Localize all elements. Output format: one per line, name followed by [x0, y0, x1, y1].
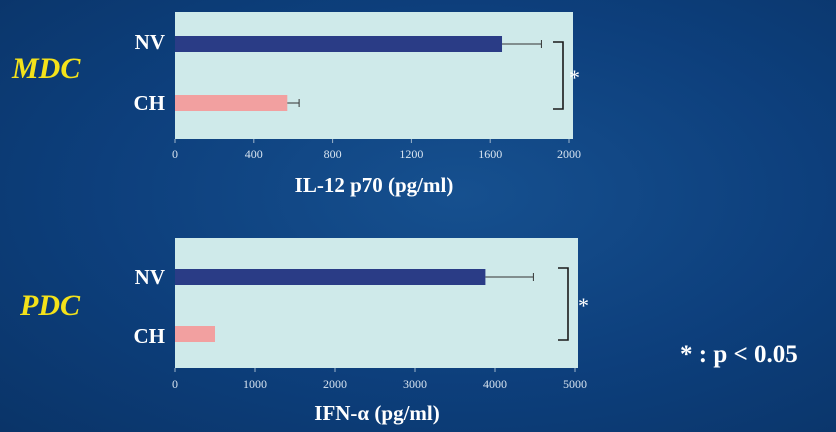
- x-axis-title-2: IFN-α (pg/ml): [314, 401, 439, 425]
- significance-star-1: *: [569, 65, 580, 90]
- bar-ch-1: [175, 95, 288, 111]
- tick-label: 2000: [557, 147, 581, 161]
- chart-panel-mdc: MDC NV CH 0 400 800 1200 1600 2000 * IL-12 p7…: [11, 12, 581, 197]
- tick-label: 800: [324, 147, 342, 161]
- bar-nv-2: [175, 269, 486, 285]
- tick-label: 3000: [403, 377, 427, 391]
- category-label-nv-2: NV: [135, 265, 165, 289]
- group-label-mdc: MDC: [11, 52, 81, 85]
- significance-bracket-1: [553, 41, 564, 110]
- x-axis-title-1: IL-12 p70 (pg/ml): [295, 173, 454, 197]
- tick-label: 1000: [243, 377, 267, 391]
- tick-label: 400: [245, 147, 263, 161]
- tick-label: 0: [172, 147, 178, 161]
- significance-footnote: * : p < 0.05: [680, 341, 798, 368]
- category-label-nv-1: NV: [135, 30, 165, 54]
- group-label-pdc: PDC: [19, 289, 81, 322]
- category-label-ch-2: CH: [134, 324, 166, 348]
- tick-label: 1200: [399, 147, 423, 161]
- chart-panel-pdc: PDC NV CH 0 1000 2000 3000 4000 5000 * IFN-α …: [19, 238, 589, 425]
- bar-ch-2: [175, 326, 215, 342]
- significance-star-2: *: [578, 293, 589, 318]
- bar-nv-1: [175, 36, 503, 52]
- significance-bracket-2: [558, 267, 569, 341]
- tick-label: 1600: [478, 147, 502, 161]
- plot-area-2: [175, 238, 578, 368]
- category-label-ch-1: CH: [134, 91, 166, 115]
- tick-label: 2000: [323, 377, 347, 391]
- tick-label: 5000: [563, 377, 587, 391]
- tick-label: 4000: [483, 377, 507, 391]
- plot-area-1: [175, 12, 573, 139]
- tick-label: 0: [172, 377, 178, 391]
